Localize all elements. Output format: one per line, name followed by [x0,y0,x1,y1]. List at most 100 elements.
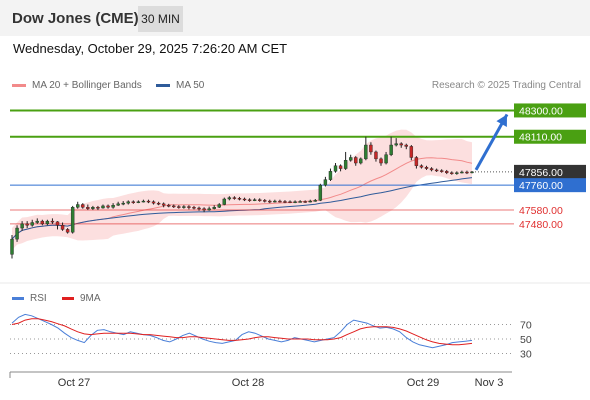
candle [283,200,287,204]
candle-body-up [91,207,95,209]
candle [50,218,55,224]
candle-body-up [182,206,186,208]
candle-body-down [414,157,419,166]
candle-body-up [323,179,328,186]
candle-body-down [445,171,449,173]
candle [338,164,343,172]
candle [20,221,24,231]
candle [328,168,333,182]
candle-body-up [308,200,312,203]
candle-body-down [60,225,65,230]
candle [131,200,136,204]
candle-body-down [25,223,29,226]
candle [192,205,196,210]
candle [293,200,297,204]
candle-body-up [217,204,221,208]
candle [424,165,429,170]
candle [156,201,161,206]
candle [379,157,383,166]
candle-body-down [465,171,469,174]
candle-body-down [439,170,444,172]
candle [15,225,19,242]
candle-body-up [348,157,353,161]
candle [354,156,358,166]
candle-body-down [96,207,100,209]
candle [257,198,262,202]
candle [40,219,45,226]
candle-body-down [86,207,90,209]
candle-body-down [268,200,272,203]
candle-body-up [30,222,34,226]
candle-body-up [384,154,388,164]
timeframe-badge[interactable]: 30 MIN [138,6,183,32]
candle-body-down [192,207,196,209]
candle [187,205,191,210]
candle [76,201,80,209]
candle [151,200,156,205]
candle [369,142,373,155]
x-axis: Oct 27 Oct 28 Oct 29 Nov 3 [9,371,512,389]
legend-rsi: RSI [12,293,47,304]
instrument-title: Dow Jones (CME) [12,10,139,27]
candle-body-down [379,158,383,164]
candle-body-up [70,207,75,233]
candle [30,219,34,227]
legend-ma50-label: MA 50 [176,80,205,91]
candle [242,197,247,202]
candle-body-up [116,203,120,206]
candle-body-up [293,201,297,203]
level-label-last: 47856.00 [519,167,563,179]
header-bar: Dow Jones (CME) 30 MIN [0,0,590,36]
candle [364,136,368,161]
candle [121,201,125,206]
candle-body-up [222,198,227,205]
candle [86,204,90,211]
candle [434,168,439,173]
candle-body-up [207,208,211,211]
candle [222,197,227,206]
candle [60,222,65,231]
candle [318,183,323,202]
candle [450,171,454,175]
candle-body-down [172,205,176,208]
candle-body-up [455,172,459,174]
candle [197,206,201,211]
candle [409,145,414,161]
candle-body-up [126,201,130,204]
candle [10,234,14,259]
candle-body-down [303,201,307,203]
candle [172,204,176,208]
candle-body-down [106,205,110,208]
candle-body-down [450,172,454,174]
candle-body-up [15,227,19,240]
candle-body-down [202,208,206,211]
candle [470,171,474,174]
candle [237,196,242,201]
candle [141,199,146,203]
candle-body-down [404,144,408,147]
candle-body-up [76,204,80,208]
bollinger-band [12,129,472,251]
candle [384,151,388,165]
candle [146,199,151,204]
candle [45,219,50,226]
candle [298,200,302,203]
candle-body-down [156,202,161,205]
candle-body-down [419,165,424,168]
candle-body-down [424,166,429,169]
level-label-support: 47480.00 [519,219,563,231]
candle-body-up [333,165,338,172]
candle [207,206,211,211]
level-label-bg-pivot [514,178,586,193]
candle-body-down [50,220,55,223]
candle-body-up [212,207,216,209]
legend-bollinger-label: MA 20 + Bollinger Bands [32,80,142,91]
candle [217,203,221,208]
candle-body-down [338,165,343,169]
candle [106,204,110,209]
x-tick-label: Oct 28 [232,377,264,389]
candle-body-down [40,220,45,225]
candle-body-up [328,171,333,180]
candle-body-down [429,168,434,171]
